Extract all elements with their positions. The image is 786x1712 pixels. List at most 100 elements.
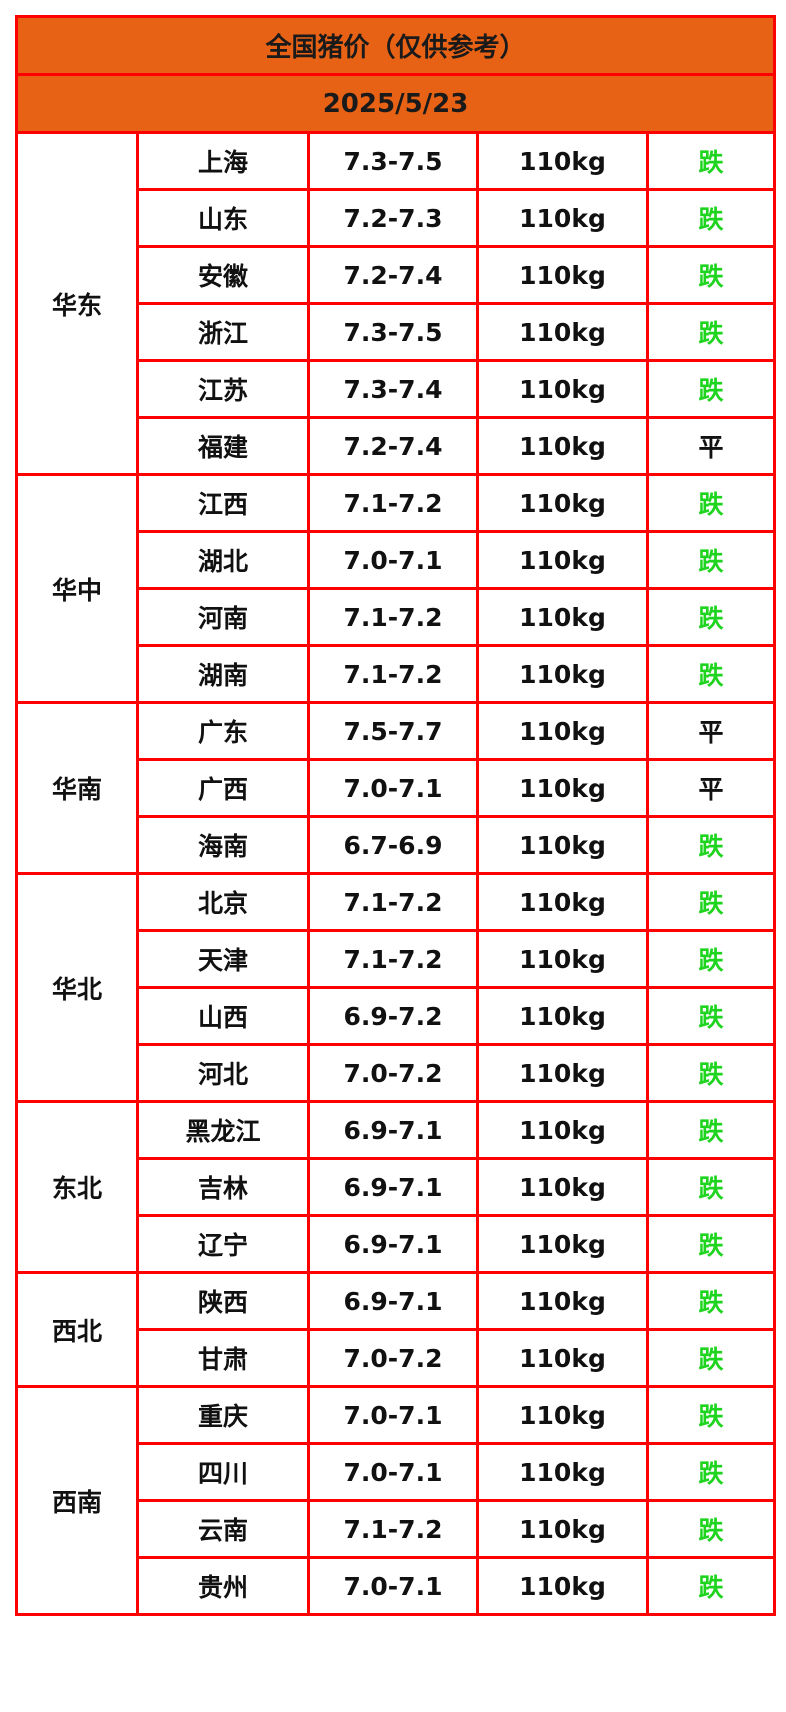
table-title: 全国猪价（仅供参考）	[14, 15, 777, 76]
province-cell: 江苏	[136, 359, 310, 419]
province-cell: 北京	[136, 872, 310, 932]
price-cell: 7.0-7.1	[307, 1556, 479, 1616]
date-row: 2025/5/23	[14, 73, 777, 134]
table-row: 云南 7.1-7.2 110kg 跌	[17, 1499, 777, 1559]
price-cell: 6.9-7.1	[307, 1100, 479, 1160]
table-row: 天津 7.1-7.2 110kg 跌	[17, 929, 777, 989]
table-row: 湖南 7.1-7.2 110kg 跌	[17, 644, 777, 704]
weight-cell: 110kg	[476, 986, 649, 1046]
region-cell: 华中	[15, 473, 139, 704]
table-row: 湖北 7.0-7.1 110kg 跌	[17, 530, 777, 590]
province-cell: 河北	[136, 1043, 310, 1103]
trend-cell: 跌	[645, 1385, 777, 1445]
price-cell: 7.3-7.4	[307, 359, 479, 419]
trend-cell: 跌	[645, 1271, 777, 1331]
province-cell: 广东	[136, 701, 310, 761]
price-cell: 7.2-7.3	[307, 188, 479, 248]
title-row: 全国猪价（仅供参考）	[14, 15, 777, 76]
region-cell: 西北	[15, 1271, 139, 1388]
province-cell: 辽宁	[136, 1214, 310, 1274]
trend-cell: 跌	[645, 1556, 777, 1616]
table-row: 浙江 7.3-7.5 110kg 跌	[17, 302, 777, 362]
weight-cell: 110kg	[476, 1499, 649, 1559]
price-cell: 7.1-7.2	[307, 473, 479, 533]
weight-cell: 110kg	[476, 473, 649, 533]
trend-cell: 跌	[645, 530, 777, 590]
province-cell: 上海	[136, 131, 310, 191]
weight-cell: 110kg	[476, 758, 649, 818]
table-row: 华东 上海 7.3-7.5 110kg 跌	[15, 131, 777, 476]
price-cell: 6.9-7.1	[307, 1271, 479, 1331]
trend-cell: 跌	[645, 245, 777, 305]
weight-cell: 110kg	[476, 1442, 649, 1502]
province-cell: 湖北	[136, 530, 310, 590]
price-cell: 7.0-7.1	[307, 530, 479, 590]
pig-price-table: 全国猪价（仅供参考） 2025/5/23 华东 上海 7.3-7.5 110kg 跌山东…	[14, 15, 777, 1616]
table-date: 2025/5/23	[14, 73, 777, 134]
price-cell: 7.0-7.2	[307, 1043, 479, 1103]
price-cell: 7.0-7.2	[307, 1328, 479, 1388]
province-cell: 贵州	[136, 1556, 310, 1616]
trend-cell: 平	[645, 701, 777, 761]
table-row: 福建 7.2-7.4 110kg 平	[17, 416, 777, 476]
province-cell: 黑龙江	[136, 1100, 310, 1160]
trend-cell: 跌	[645, 473, 777, 533]
weight-cell: 110kg	[476, 131, 649, 191]
price-cell: 6.9-7.1	[307, 1157, 479, 1217]
price-cell: 7.1-7.2	[307, 1499, 479, 1559]
province-cell: 海南	[136, 815, 310, 875]
trend-cell: 跌	[645, 1214, 777, 1274]
weight-cell: 110kg	[476, 1043, 649, 1103]
table-row: 贵州 7.0-7.1 110kg 跌	[17, 1556, 777, 1616]
weight-cell: 110kg	[476, 188, 649, 248]
trend-cell: 跌	[645, 986, 777, 1046]
weight-cell: 110kg	[476, 1214, 649, 1274]
price-cell: 7.2-7.4	[307, 416, 479, 476]
table-row: 山东 7.2-7.3 110kg 跌	[17, 188, 777, 248]
price-cell: 6.9-7.1	[307, 1214, 479, 1274]
weight-cell: 110kg	[476, 1385, 649, 1445]
price-cell: 7.3-7.5	[307, 302, 479, 362]
table-row: 华北 北京 7.1-7.2 110kg 跌	[15, 872, 777, 1103]
province-cell: 湖南	[136, 644, 310, 704]
province-cell: 甘肃	[136, 1328, 310, 1388]
weight-cell: 110kg	[476, 416, 649, 476]
table-row: 辽宁 6.9-7.1 110kg 跌	[17, 1214, 777, 1274]
price-cell: 7.1-7.2	[307, 644, 479, 704]
weight-cell: 110kg	[476, 701, 649, 761]
price-cell: 7.0-7.1	[307, 1385, 479, 1445]
trend-cell: 跌	[645, 929, 777, 989]
price-cell: 7.1-7.2	[307, 587, 479, 647]
weight-cell: 110kg	[476, 587, 649, 647]
trend-cell: 跌	[645, 872, 777, 932]
weight-cell: 110kg	[476, 1556, 649, 1616]
weight-cell: 110kg	[476, 1328, 649, 1388]
province-cell: 吉林	[136, 1157, 310, 1217]
trend-cell: 跌	[645, 1157, 777, 1217]
weight-cell: 110kg	[476, 359, 649, 419]
trend-cell: 跌	[645, 1328, 777, 1388]
province-cell: 重庆	[136, 1385, 310, 1445]
weight-cell: 110kg	[476, 1157, 649, 1217]
province-cell: 四川	[136, 1442, 310, 1502]
trend-cell: 平	[645, 416, 777, 476]
region-cell: 华南	[15, 701, 139, 875]
weight-cell: 110kg	[476, 815, 649, 875]
province-cell: 山西	[136, 986, 310, 1046]
weight-cell: 110kg	[476, 530, 649, 590]
weight-cell: 110kg	[476, 644, 649, 704]
province-cell: 云南	[136, 1499, 310, 1559]
trend-cell: 跌	[645, 188, 777, 248]
trend-cell: 跌	[645, 359, 777, 419]
price-cell: 7.1-7.2	[307, 929, 479, 989]
table-row: 安徽 7.2-7.4 110kg 跌	[17, 245, 777, 305]
province-cell: 江西	[136, 473, 310, 533]
trend-cell: 跌	[645, 815, 777, 875]
trend-cell: 跌	[645, 1442, 777, 1502]
province-cell: 浙江	[136, 302, 310, 362]
table-row: 广西 7.0-7.1 110kg 平	[17, 758, 777, 818]
price-cell: 7.5-7.7	[307, 701, 479, 761]
price-cell: 7.0-7.1	[307, 758, 479, 818]
table-row: 河北 7.0-7.2 110kg 跌	[17, 1043, 777, 1103]
weight-cell: 110kg	[476, 1100, 649, 1160]
